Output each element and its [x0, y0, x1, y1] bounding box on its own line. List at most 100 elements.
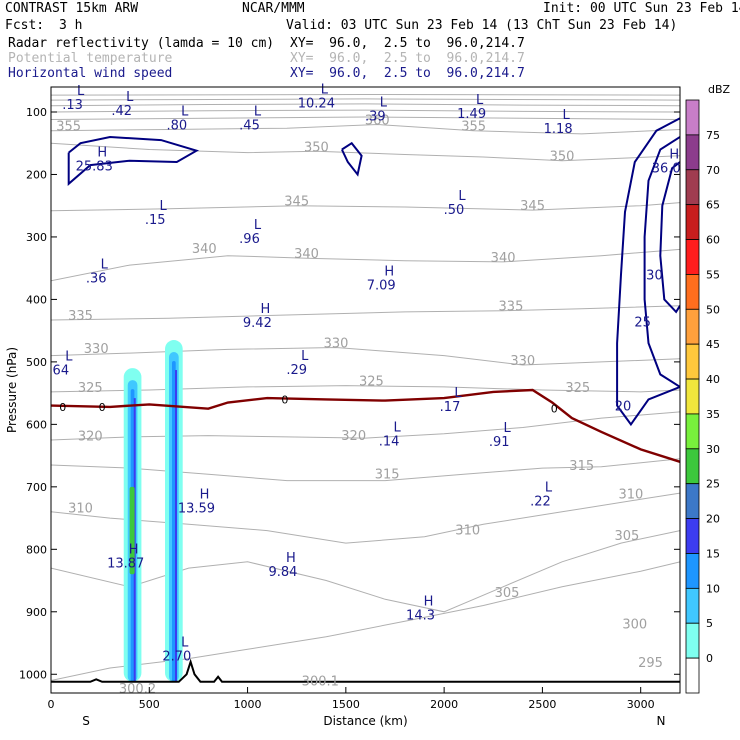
y-tick-label: 500: [26, 356, 47, 369]
wind-extremum-value: 9.84: [268, 565, 297, 580]
theta-contour-line: [51, 93, 680, 96]
colorbar-swatch: [685, 622, 700, 659]
plot-frame: [50, 86, 681, 694]
theta-contour-line: [51, 305, 680, 321]
colorbar-swatch: [685, 448, 700, 485]
wind-extremum-value: .17: [440, 400, 461, 415]
field-reflectivity-name: Radar reflectivity (lamda = 10 cm): [8, 36, 275, 51]
theta-label: 300.2: [119, 682, 156, 697]
colorbar-tick-label: 60: [706, 234, 720, 247]
colorbar-swatch: [685, 169, 700, 206]
freezing-level-label: 0: [59, 401, 66, 414]
wind-extremum-value: .50: [444, 203, 465, 218]
reflectivity-tower-2-layer-2: [172, 361, 176, 682]
wind-extremum-marker: H: [261, 302, 271, 317]
colorbar-swatch: [685, 587, 700, 624]
wind-extremum-value: 1.49: [457, 107, 486, 122]
theta-label: 340: [192, 242, 217, 257]
wind-extremum-value: 7.09: [367, 278, 396, 293]
wind-isotach-line: [659, 161, 680, 314]
forecast-label: Fcst:: [5, 18, 45, 33]
wind-isotach-line: [616, 117, 680, 427]
colorbar-swatch: [685, 553, 700, 589]
wind-extremum-marker: L: [254, 104, 262, 119]
field-theta-xy: XY= 96.0, 2.5 to 96.0,214.7: [290, 51, 525, 66]
colorbar-tick-label: 70: [706, 164, 720, 177]
wind-extremum-value: 9.42: [243, 316, 272, 331]
theta-label: 305: [495, 586, 520, 601]
wind-extremum-marker: L: [454, 386, 462, 401]
field-wind-name: Horizontal wind speed: [8, 66, 173, 81]
organization-label: NCAR/MMM: [242, 1, 305, 16]
colorbar-swatch: [685, 518, 700, 554]
freezing-level-label: 0: [281, 393, 288, 406]
theta-contour-line: [51, 561, 680, 681]
wind-extremum-marker: H: [669, 148, 679, 163]
y-tick-label: 100: [26, 106, 47, 119]
theta-contour-line: [51, 411, 680, 441]
theta-label: 335: [499, 300, 524, 315]
wind-extremum-marker: H: [286, 551, 296, 566]
wind-extremum-value: .39: [365, 110, 386, 125]
theta-contour-line: [51, 458, 680, 482]
wind-extremum-value: 64: [53, 363, 70, 378]
theta-label: 310: [455, 523, 480, 538]
reflectivity-core-green: [129, 486, 135, 575]
colorbar-tick-label: 45: [706, 338, 720, 351]
init-time: Init: 00 UTC Sun 23 Feb 14: [543, 1, 740, 16]
theta-label: 295: [638, 656, 663, 671]
theta-contour-line: [51, 109, 680, 113]
reflectivity-tower-1-layer-3: [133, 398, 136, 682]
wind-extremum-value: .80: [166, 118, 187, 133]
wind-extremum-value: .45: [239, 118, 260, 133]
field-theta-name: Potential temperature: [8, 51, 173, 66]
theta-label: 330: [84, 342, 109, 357]
theta-label: 340: [294, 247, 319, 262]
x-tick-label: 0: [48, 698, 55, 711]
theta-label: 310: [68, 501, 93, 516]
y-tick-label: 1000: [19, 668, 47, 681]
colorbar-swatch: [685, 308, 700, 345]
contour-labels: 355 360 355 350 350 345 345 340 340 340 335 335 330 3…: [53, 83, 681, 697]
isotach-label: 20: [615, 400, 632, 415]
theta-label: 310: [618, 488, 643, 503]
wind-extremum-marker: H: [97, 146, 107, 161]
theta-contour-line: [51, 123, 680, 135]
y-tick-label: 200: [26, 168, 47, 181]
theta-label: 325: [565, 381, 590, 396]
theta-label: 320: [78, 430, 103, 445]
theta-contour-line: [51, 103, 680, 107]
wind-extremum-value: .42: [111, 104, 132, 119]
theta-label: 330: [510, 354, 535, 369]
wind-extremum-marker: L: [126, 90, 134, 105]
colorbar-swatch: [685, 657, 700, 694]
freezing-level-label: 0: [99, 401, 106, 414]
y-axis-title: Pressure (hPa): [5, 347, 19, 433]
x-tick-label: 500: [139, 698, 160, 711]
wind-extremum-marker: L: [160, 199, 168, 214]
colorbar-units: dBZ: [708, 83, 731, 96]
forecast-hour: 3 h: [59, 18, 83, 33]
wind-extremum-value: 13.59: [178, 501, 215, 516]
wind-extremum-marker: L: [504, 421, 512, 436]
x-end-label-south: S: [82, 714, 90, 728]
colorbar-tick-label: 50: [706, 303, 720, 316]
x-tick-label: 2000: [430, 698, 458, 711]
theta-label: 330: [324, 337, 349, 352]
wind-extremum-value: .29: [286, 363, 307, 378]
theta-label: 335: [68, 309, 93, 324]
colorbar-tick-label: 5: [706, 617, 713, 630]
reflectivity-shading: [123, 340, 183, 682]
wind-extremum-marker: H: [424, 594, 434, 609]
theta-label: 350: [304, 140, 329, 155]
theta-label: 315: [569, 459, 594, 474]
y-tick-label: 700: [26, 481, 47, 494]
theta-label: 325: [78, 381, 103, 396]
theta-label: 340: [491, 251, 516, 266]
theta-label: 300.1: [302, 675, 339, 690]
colorbar-tick-label: 30: [706, 443, 720, 456]
colorbar-swatch: [685, 413, 700, 450]
y-tick-label: 800: [26, 543, 47, 556]
